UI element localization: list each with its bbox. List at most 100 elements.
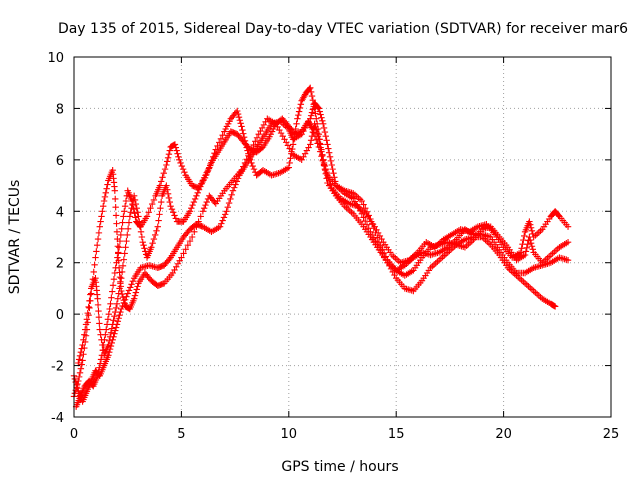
data-point [108,339,116,347]
data-point [75,373,83,381]
data-point [315,105,323,112]
data-point [113,220,120,227]
data-point [110,275,118,283]
x-tick-label: 0 [70,427,78,442]
data-point [164,190,172,197]
data-point [108,325,116,332]
data-point [122,244,129,251]
data-point [128,281,135,288]
data-point [102,331,109,338]
data-point [107,342,115,350]
data-point [120,256,128,263]
data-point [111,330,118,337]
data-point [118,305,125,313]
data-point [121,208,128,215]
data-point [150,196,158,204]
axis-layer: 0 5 10 15 20 25 -4 -2 0 2 4 6 8 10 [47,51,619,442]
data-point [94,301,102,309]
data-point [148,200,156,208]
data-point [97,360,104,367]
data-point [113,300,121,308]
data-point [203,198,210,206]
data-point [227,195,234,203]
data-point [92,254,99,261]
data-point [112,203,119,211]
data-point [96,223,103,230]
data-point [252,138,259,145]
data-point [116,311,123,319]
data-point [235,113,243,121]
data-point [129,201,137,209]
data-point [360,201,367,208]
data-point [219,131,226,139]
data-point [379,246,386,253]
data-point [100,202,107,210]
data-point [77,349,85,356]
data-point [96,320,103,327]
y-tick-label: 10 [47,51,64,66]
data-point [117,308,124,316]
data-point [197,213,204,220]
data-point [188,205,195,212]
data-point [101,336,108,344]
data-point [134,209,141,216]
data-point [238,123,245,130]
data-point [312,110,319,117]
grid-layer [74,57,611,417]
data-point [109,336,116,344]
y-tick-label: 0 [56,308,64,323]
data-point [217,135,225,142]
data-point [528,243,536,250]
data-point [188,233,196,241]
data-point [320,162,328,169]
data-point [94,235,102,243]
data-point [184,242,192,249]
data-point [206,162,214,169]
data-point [211,198,218,206]
data-point [564,238,572,246]
data-point [166,255,173,263]
data-point [114,243,122,250]
data-point [325,149,333,156]
data-point [527,236,534,244]
data-point [313,115,320,122]
data-point [105,310,112,318]
data-point [323,170,330,177]
data-point [317,111,324,118]
data-point [199,208,207,215]
data-point [307,84,314,92]
data-point [218,220,225,227]
data-point [526,218,533,225]
data-point [240,130,247,137]
data-point [110,333,117,340]
data-point [309,125,316,133]
data-point [308,124,315,131]
y-tick-label: 8 [56,102,64,117]
data-point [155,217,162,224]
data-point [106,305,113,313]
data-point [86,297,93,304]
data-point [220,214,228,221]
data-point [112,264,119,272]
data-point [95,307,102,315]
data-point [295,108,303,115]
chart-title: Day 135 of 2015, Sidereal Day-to-day VTE… [58,21,628,37]
data-point [104,181,111,188]
data-point [143,213,151,220]
data-point [171,212,178,219]
data-point [289,145,296,153]
data-point [113,228,121,236]
data-point [96,364,103,371]
data-point [288,150,295,157]
data-point [318,114,325,121]
data-point [105,352,112,359]
data-point [522,248,530,255]
data-point [174,150,181,157]
data-point [177,159,184,167]
data-point [93,242,101,249]
data-point [323,137,330,144]
data-point [125,287,133,294]
data-point [319,157,326,165]
data-point [91,261,98,268]
data-point [203,171,210,178]
